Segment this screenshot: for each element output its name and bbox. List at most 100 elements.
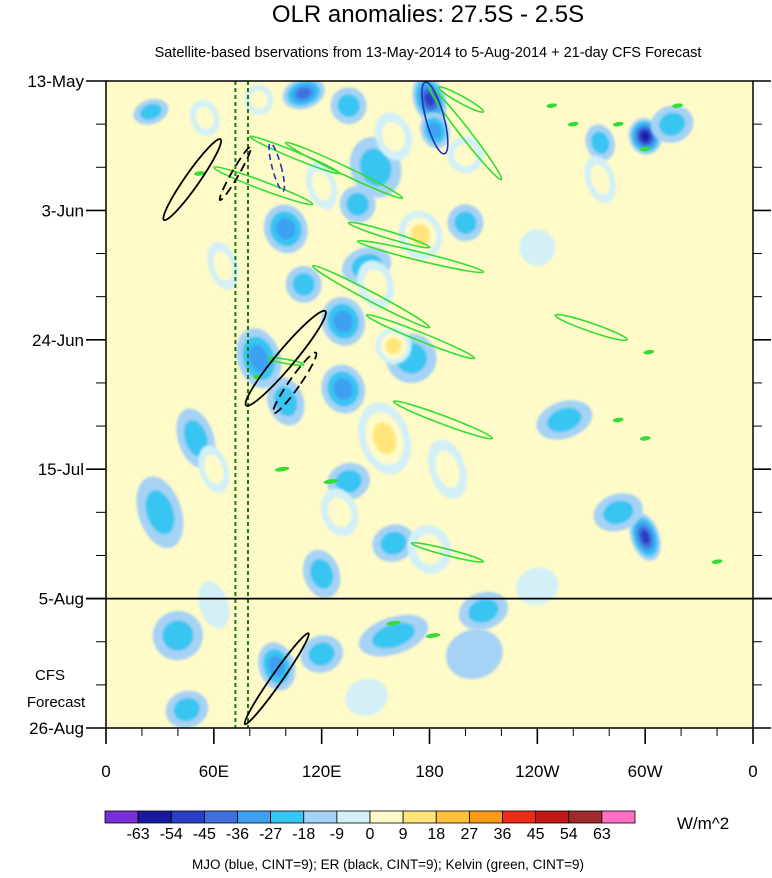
colorbar-swatch (468, 810, 503, 824)
y-tick-label: 15-Jul (38, 460, 84, 479)
anomaly-band (249, 90, 268, 109)
colorbar-label: 45 (527, 826, 545, 843)
kelvin-contour-small (194, 171, 205, 176)
anomaly-blob (446, 628, 503, 680)
y-tick-label: 24-Jun (32, 331, 84, 350)
anomaly-blob (375, 327, 412, 365)
anomaly-band (603, 500, 634, 525)
anomaly-blob (593, 493, 643, 532)
anomaly-band (213, 251, 233, 281)
kelvin-contour-small (546, 103, 558, 108)
colorbar-swatch (502, 810, 537, 824)
anomaly-blob (320, 488, 359, 537)
anomaly-blob (516, 567, 559, 606)
colorbar-unit: W/m^2 (677, 814, 729, 833)
colorbar: -63 -54 -45 -36 -27 -18 -9 0 9 18 27 36 45 54 63 (104, 810, 636, 843)
kelvin-contour (428, 86, 503, 181)
kelvin-contour-small (672, 103, 683, 108)
kelvin-contour (248, 135, 341, 175)
y-tick-label: 13-May (27, 72, 84, 91)
kelvin-contour (347, 221, 431, 249)
kelvin-contour (365, 314, 476, 360)
anomaly-band (547, 407, 582, 433)
anomaly-blob (412, 81, 447, 124)
anomaly-band (310, 559, 334, 589)
x-tick-label: 0 (748, 762, 757, 781)
y-tick-label: 5-Aug (39, 590, 84, 609)
anomaly-band (435, 450, 460, 488)
er-contour (272, 351, 318, 415)
kelvin-contour-small (386, 620, 401, 626)
anomaly-blob (458, 591, 509, 631)
colorbar-label: 27 (460, 826, 478, 843)
colorbar-label: 18 (427, 826, 445, 843)
x-axis: 0 60E 120E 180 120W 60W 0 (101, 728, 758, 781)
kelvin-contour (554, 313, 629, 342)
plot-area (106, 81, 753, 728)
colorbar-label: 0 (366, 826, 375, 843)
colorbar-label: -9 (330, 826, 344, 843)
anomaly-band (519, 228, 556, 266)
anomaly-blob (207, 241, 239, 290)
colorbar-label: -36 (226, 826, 249, 843)
kelvin-contour (437, 85, 485, 113)
anomaly-band (446, 628, 503, 680)
forecast-label-line2: Forecast (27, 694, 86, 711)
anomaly-blob (330, 87, 367, 125)
colorbar-label: -45 (193, 826, 216, 843)
anomaly-band (372, 622, 415, 649)
anomaly-band (335, 469, 362, 494)
anomaly-band (424, 92, 435, 107)
anomaly-band (372, 422, 397, 455)
er-contour (244, 309, 327, 407)
x-tick-label: 180 (415, 762, 443, 781)
colorbar-swatch (601, 810, 636, 824)
er-contour (162, 138, 223, 222)
anomaly-band (333, 310, 353, 333)
y-tick-label: 3-Jun (41, 201, 84, 220)
footnote: MJO (blue, CINT=9); ER (black, CINT=9); … (192, 857, 584, 872)
colorbar-label: -18 (292, 826, 315, 843)
anomaly-blob (372, 524, 415, 562)
kelvin-contour-small (639, 436, 651, 441)
kelvin-contour (392, 400, 494, 440)
y-axis: 13-May 3-Jun 24-Jun 15-Jul 5-Aug 26-Aug (27, 72, 771, 738)
anomaly-blob (190, 99, 220, 137)
colorbar-swatch (303, 810, 338, 824)
x-tick-label: 60E (199, 762, 229, 781)
colorbar-swatch (137, 810, 172, 824)
kelvin-contour (356, 239, 485, 274)
anomaly-field (133, 81, 694, 728)
anomaly-band (346, 192, 369, 216)
anomaly-blob (285, 265, 322, 303)
anomaly-band (333, 378, 353, 400)
kelvin-contour-small (425, 633, 441, 638)
anomaly-blob (339, 185, 376, 223)
x-tick-label: 120E (302, 762, 342, 781)
x-tick-label: 60W (628, 762, 663, 781)
forecast-label-line1: CFS (35, 667, 65, 684)
anomaly-band (198, 580, 230, 629)
anomaly-band (337, 94, 360, 117)
colorbar-label: 54 (560, 826, 578, 843)
anomaly-band (454, 211, 477, 235)
kelvin-contour (213, 166, 314, 206)
kelvin-contour-small (612, 417, 624, 423)
anomaly-band (162, 620, 194, 651)
kelvin-contour-small (639, 146, 651, 152)
chart-title: OLR anomalies: 27.5S - 2.5S (272, 1, 584, 28)
anomaly-band (416, 534, 443, 565)
anomaly-band (640, 530, 650, 544)
anomaly-blob (152, 610, 204, 661)
anomaly-band (195, 106, 214, 130)
kelvin-contour-small (612, 121, 624, 127)
anomaly-band (173, 697, 200, 722)
anomaly-blob (306, 161, 338, 210)
anomaly-band (204, 454, 224, 484)
mjo-contour (421, 81, 449, 155)
colorbar-label: -27 (259, 826, 282, 843)
anomaly-band (292, 272, 315, 296)
colorbar-swatch (369, 810, 404, 824)
colorbar-swatch (203, 810, 238, 824)
